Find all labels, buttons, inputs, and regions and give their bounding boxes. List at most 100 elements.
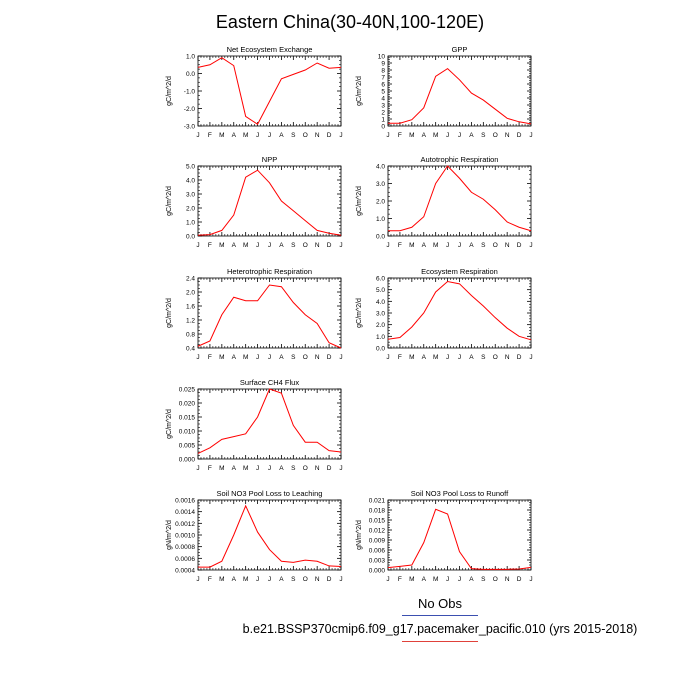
y-axis-label: gC/m^2/d [356, 298, 363, 328]
x-tick-label: J [386, 576, 389, 583]
panel-title: Autotrophic Respiration [421, 155, 499, 164]
x-tick-label: D [517, 132, 522, 139]
x-tick-label: J [268, 242, 271, 249]
x-tick-label: M [409, 132, 414, 139]
chart-panel-hr: Heterotrophic Respiration gC/m^2/d 0.4 0.8 1… [166, 267, 343, 361]
x-tick-label: J [256, 576, 259, 583]
x-tick-label: M [219, 242, 224, 249]
x-tick-label: S [481, 576, 486, 583]
x-tick-label: N [315, 242, 320, 249]
y-axis-label: gC/m^2/d [166, 186, 173, 216]
x-tick-label: S [291, 354, 296, 361]
plot-frame [197, 55, 342, 127]
x-tick-label: J [458, 132, 461, 139]
y-tick-label: 1.0 [186, 220, 195, 227]
chart-panel-nee: Net Ecosystem Exchange gC/m^2/d 1.0 0.0 -1.0… [166, 45, 343, 139]
y-tick-label: -2.0 [184, 106, 196, 113]
x-tick-label: O [303, 132, 308, 139]
y-tick-label: 0.020 [179, 401, 196, 408]
x-tick-label: J [529, 576, 532, 583]
x-tick-label: J [339, 354, 342, 361]
panel-title: Soil NO3 Pool Loss to Runoff [411, 489, 509, 498]
chart-panel-runoff: Soil NO3 Pool Loss to Runoff gN/m^2/d 0.00… [356, 489, 533, 583]
y-tick-label: 4.0 [186, 178, 195, 185]
chart-panel-leach: Soil NO3 Pool Loss to LeachinggN/m^2/d0.… [166, 489, 343, 583]
y-tick-label: 0.0016 [175, 498, 195, 505]
y-axis-label: gC/m^2/d [356, 186, 363, 216]
x-tick-label: J [458, 576, 461, 583]
y-tick-label: 0.0 [186, 71, 195, 78]
x-tick-label: A [469, 354, 474, 361]
y-tick-label: 0.0006 [175, 556, 195, 563]
x-tick-label: J [529, 354, 532, 361]
y-tick-label: 0.0 [186, 234, 195, 241]
y-tick-label: 5 [381, 89, 385, 96]
y-axis-label: gN/m^2/d [356, 520, 363, 550]
panel-title: Surface CH4 Flux [240, 378, 299, 387]
x-tick-label: J [386, 354, 389, 361]
x-tick-label: D [327, 242, 332, 249]
x-tick-label: M [409, 242, 414, 249]
plot-frame [387, 55, 532, 127]
y-tick-label: 10 [378, 54, 386, 61]
y-tick-label: 9 [381, 61, 385, 68]
y-tick-label: 8 [381, 68, 385, 75]
x-tick-label: A [279, 242, 284, 249]
x-tick-label: J [446, 576, 449, 583]
y-tick-label: 0.015 [369, 518, 386, 525]
x-tick-label: J [529, 132, 532, 139]
x-tick-label: N [315, 132, 320, 139]
x-tick-label: F [398, 242, 402, 249]
x-tick-label: J [386, 242, 389, 249]
x-tick-label: M [219, 465, 224, 472]
y-tick-label: 4.0 [376, 299, 385, 306]
x-tick-label: O [303, 465, 308, 472]
panel-title: Ecosystem Respiration [421, 267, 498, 276]
x-tick-label: J [339, 132, 342, 139]
y-tick-label: 1.0 [376, 334, 385, 341]
x-tick-label: J [339, 242, 342, 249]
y-tick-label: -3.0 [184, 124, 196, 131]
x-tick-label: J [196, 132, 199, 139]
x-tick-label: A [232, 354, 237, 361]
plot-frame [387, 165, 532, 237]
x-tick-label: D [517, 242, 522, 249]
y-tick-label: 1.6 [186, 304, 195, 311]
y-tick-label: 0.010 [179, 429, 196, 436]
y-tick-label: 0.018 [369, 508, 386, 515]
x-tick-label: M [433, 132, 438, 139]
y-tick-label: 0.015 [179, 415, 196, 422]
x-tick-label: M [433, 354, 438, 361]
y-tick-label: 0.4 [186, 346, 195, 353]
x-tick-label: A [422, 132, 427, 139]
x-tick-label: N [505, 576, 510, 583]
panel-title: Net Ecosystem Exchange [227, 45, 313, 54]
legend-case-label: b.e21.BSSP370cmip6.f09_g17.pacemaker_pac… [242, 622, 638, 636]
x-tick-label: S [291, 465, 296, 472]
series-line [387, 508, 532, 570]
x-tick-label: F [398, 576, 402, 583]
y-tick-label: 0.0 [376, 346, 385, 353]
y-tick-label: 0.0008 [175, 544, 195, 551]
y-tick-label: 2.0 [186, 206, 195, 213]
y-tick-label: 0.009 [369, 538, 386, 545]
x-tick-label: D [327, 465, 332, 472]
series-line [387, 280, 532, 341]
x-tick-label: M [219, 354, 224, 361]
y-tick-label: 0.003 [369, 558, 386, 565]
x-tick-label: J [268, 132, 271, 139]
series-line [388, 165, 532, 232]
y-tick-label: 0.0014 [175, 509, 195, 516]
y-tick-label: 3 [381, 103, 385, 110]
series-line [197, 284, 342, 349]
x-tick-label: J [256, 132, 259, 139]
y-tick-label: 4 [381, 96, 385, 103]
x-tick-label: M [219, 576, 224, 583]
y-tick-label: 0 [381, 124, 385, 131]
x-tick-label: N [315, 354, 320, 361]
y-tick-label: 2.0 [376, 199, 385, 206]
y-tick-label: 0.005 [179, 443, 196, 450]
x-tick-label: J [196, 242, 199, 249]
